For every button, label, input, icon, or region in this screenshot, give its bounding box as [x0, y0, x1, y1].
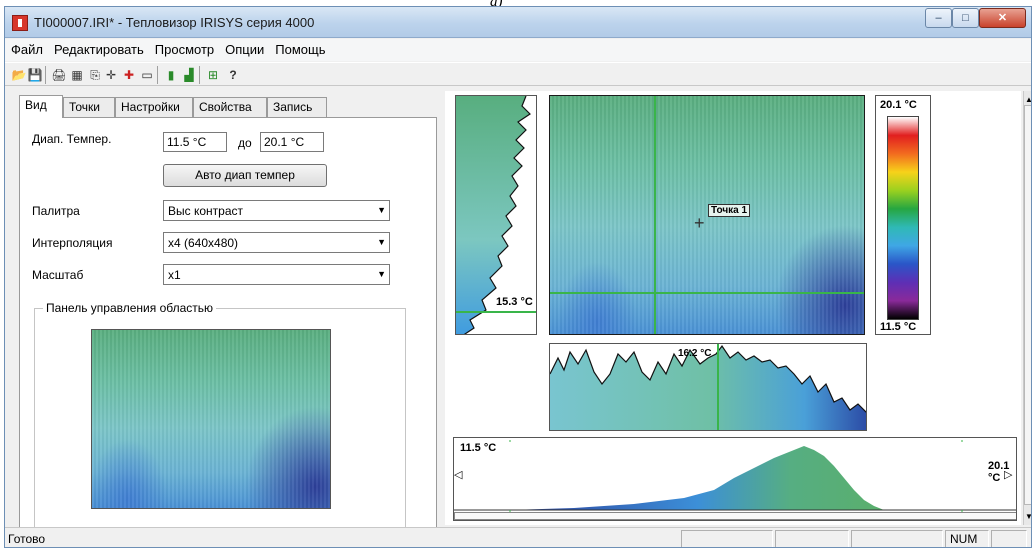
open-icon[interactable]: 📂	[11, 68, 27, 82]
properties-icon[interactable]: ▦	[71, 68, 83, 82]
scroll-up-icon[interactable]: ▲	[1025, 95, 1031, 104]
right-slider-icon[interactable]: ▷	[1004, 469, 1013, 481]
interpolation-label: Интерполяция	[32, 236, 113, 250]
num-indicator: NUM	[945, 530, 989, 547]
scale-min-label: 11.5 °C	[880, 321, 917, 333]
profile-icon[interactable]: ⊞	[207, 68, 219, 82]
minimize-button[interactable]: ‒	[925, 8, 952, 28]
interpolation-select[interactable]: x4 (640x480) ▼	[163, 232, 390, 253]
scale-label: Масштаб	[32, 268, 84, 282]
tab-view[interactable]: Вид	[19, 95, 63, 118]
rectangle-icon[interactable]: ▭	[141, 68, 153, 82]
scale-select-value: x1	[168, 268, 181, 282]
auto-range-button[interactable]: Авто диап темпер	[163, 164, 327, 187]
status-pane	[681, 530, 773, 547]
chevron-down-icon: ▼	[377, 205, 386, 215]
status-pane	[851, 530, 943, 547]
histogram-scrollbar[interactable]	[454, 512, 1016, 520]
hist-max-label: 20.1 °C	[988, 460, 1010, 484]
palette-select[interactable]: Выс контраст ▼	[163, 200, 390, 221]
status-bar: Готово NUM	[5, 527, 1031, 547]
menu-bar: Файл Редактировать Просмотр Опции Помощь	[5, 39, 1031, 61]
status-pane	[775, 530, 849, 547]
app-window: TI000007.IRI* - Тепловизор IRISYS серия …	[4, 6, 1032, 548]
add-point-icon[interactable]: ✚	[123, 68, 135, 82]
settings-panel: Вид Точки Настройки Свойства Запись Диап…	[9, 91, 441, 537]
palette-label: Палитра	[32, 204, 80, 218]
histogram-panel[interactable]: 11.5 °C 20.1 °C ◁ ▷	[453, 437, 1017, 521]
maximize-button[interactable]: □	[952, 8, 979, 28]
export-icon[interactable]: ⎘	[90, 68, 100, 82]
histogram-graph	[454, 440, 1016, 512]
chevron-down-icon: ▼	[377, 269, 386, 279]
left-slider-icon[interactable]: ◁	[454, 469, 463, 481]
menu-file[interactable]: Файл	[11, 42, 43, 57]
tab-properties[interactable]: Свойства	[193, 97, 267, 117]
tab-points[interactable]: Точки	[63, 97, 115, 117]
app-icon	[12, 15, 28, 31]
help-icon[interactable]: ?	[229, 68, 237, 82]
palette-select-value: Выс контраст	[168, 204, 243, 218]
view-tab-page: Диап. Темпер. 11.5 °C до 20.1 °C Авто ди…	[19, 117, 437, 537]
save-icon[interactable]: 💾	[27, 68, 43, 82]
thermal-thumbnail[interactable]	[91, 329, 331, 509]
vertical-cursor-line[interactable]	[654, 96, 656, 334]
image-panel: 15.3 °C + Точка 1 20.1 °C 11.5 °C	[445, 91, 1021, 525]
horizontal-profile-temp: 16.2 °C	[678, 348, 712, 359]
toolbar: 📂 💾 🖨 ▦ ⎘ ✛ ✚ ▭ ▮ ▟ ⊞ ?	[5, 62, 1031, 86]
status-pane	[991, 530, 1027, 547]
menu-options[interactable]: Опции	[225, 42, 265, 57]
thermal-image[interactable]: + Точка 1	[549, 95, 865, 335]
scale-select[interactable]: x1 ▼	[163, 264, 390, 285]
print-icon[interactable]: 🖨	[51, 68, 67, 82]
hist-min-label: 11.5 °C	[460, 442, 497, 454]
window-title: TI000007.IRI* - Тепловизор IRISYS серия …	[34, 15, 315, 30]
temp-min-field[interactable]: 11.5 °C	[163, 132, 227, 152]
title-bar[interactable]: TI000007.IRI* - Тепловизор IRISYS серия …	[5, 7, 1031, 38]
menu-view[interactable]: Просмотр	[154, 42, 215, 57]
vertical-scrollbar[interactable]: ▲ ▼	[1023, 91, 1031, 525]
horizontal-profile[interactable]: 16.2 °C	[549, 343, 867, 431]
scroll-thumb[interactable]	[1024, 105, 1031, 505]
crosshair-icon[interactable]: ✛	[105, 68, 117, 82]
vertical-profile-temp: 15.3 °C	[496, 296, 533, 308]
to-label: до	[238, 136, 252, 150]
close-button[interactable]: ✕	[979, 8, 1026, 28]
crosshair-icon[interactable]: +	[694, 213, 705, 233]
menu-help[interactable]: Помощь	[275, 42, 326, 57]
scroll-down-icon[interactable]: ▼	[1025, 512, 1031, 521]
figure-caption: а)	[490, 0, 503, 10]
menu-edit[interactable]: Редактировать	[53, 42, 144, 57]
chevron-down-icon: ▼	[377, 237, 386, 247]
color-scale-bar	[887, 116, 919, 320]
point-label: Точка 1	[708, 204, 751, 217]
histogram-icon[interactable]: ▟	[184, 68, 194, 82]
toolbar-separator	[45, 66, 46, 84]
area-control-title: Панель управления областью	[43, 301, 217, 315]
toolbar-separator	[157, 66, 158, 84]
tab-settings[interactable]: Настройки	[115, 97, 193, 117]
scale-max-label: 20.1 °C	[880, 99, 917, 111]
temp-max-field[interactable]: 20.1 °C	[260, 132, 324, 152]
vertical-profile-graph	[456, 96, 536, 334]
horizontal-profile-graph	[550, 344, 866, 430]
vertical-profile[interactable]: 15.3 °C	[455, 95, 537, 335]
temp-range-label: Диап. Темпер.	[32, 132, 112, 146]
horizontal-cursor-line[interactable]	[550, 292, 864, 294]
area-control-group: Панель управления областью	[34, 301, 406, 530]
tab-record[interactable]: Запись	[267, 97, 327, 117]
status-text: Готово	[8, 532, 46, 546]
interpolation-select-value: x4 (640x480)	[168, 236, 239, 250]
toolbar-separator	[199, 66, 200, 84]
color-scale: 20.1 °C 11.5 °C	[875, 95, 931, 335]
bar-chart-icon[interactable]: ▮	[167, 68, 175, 82]
